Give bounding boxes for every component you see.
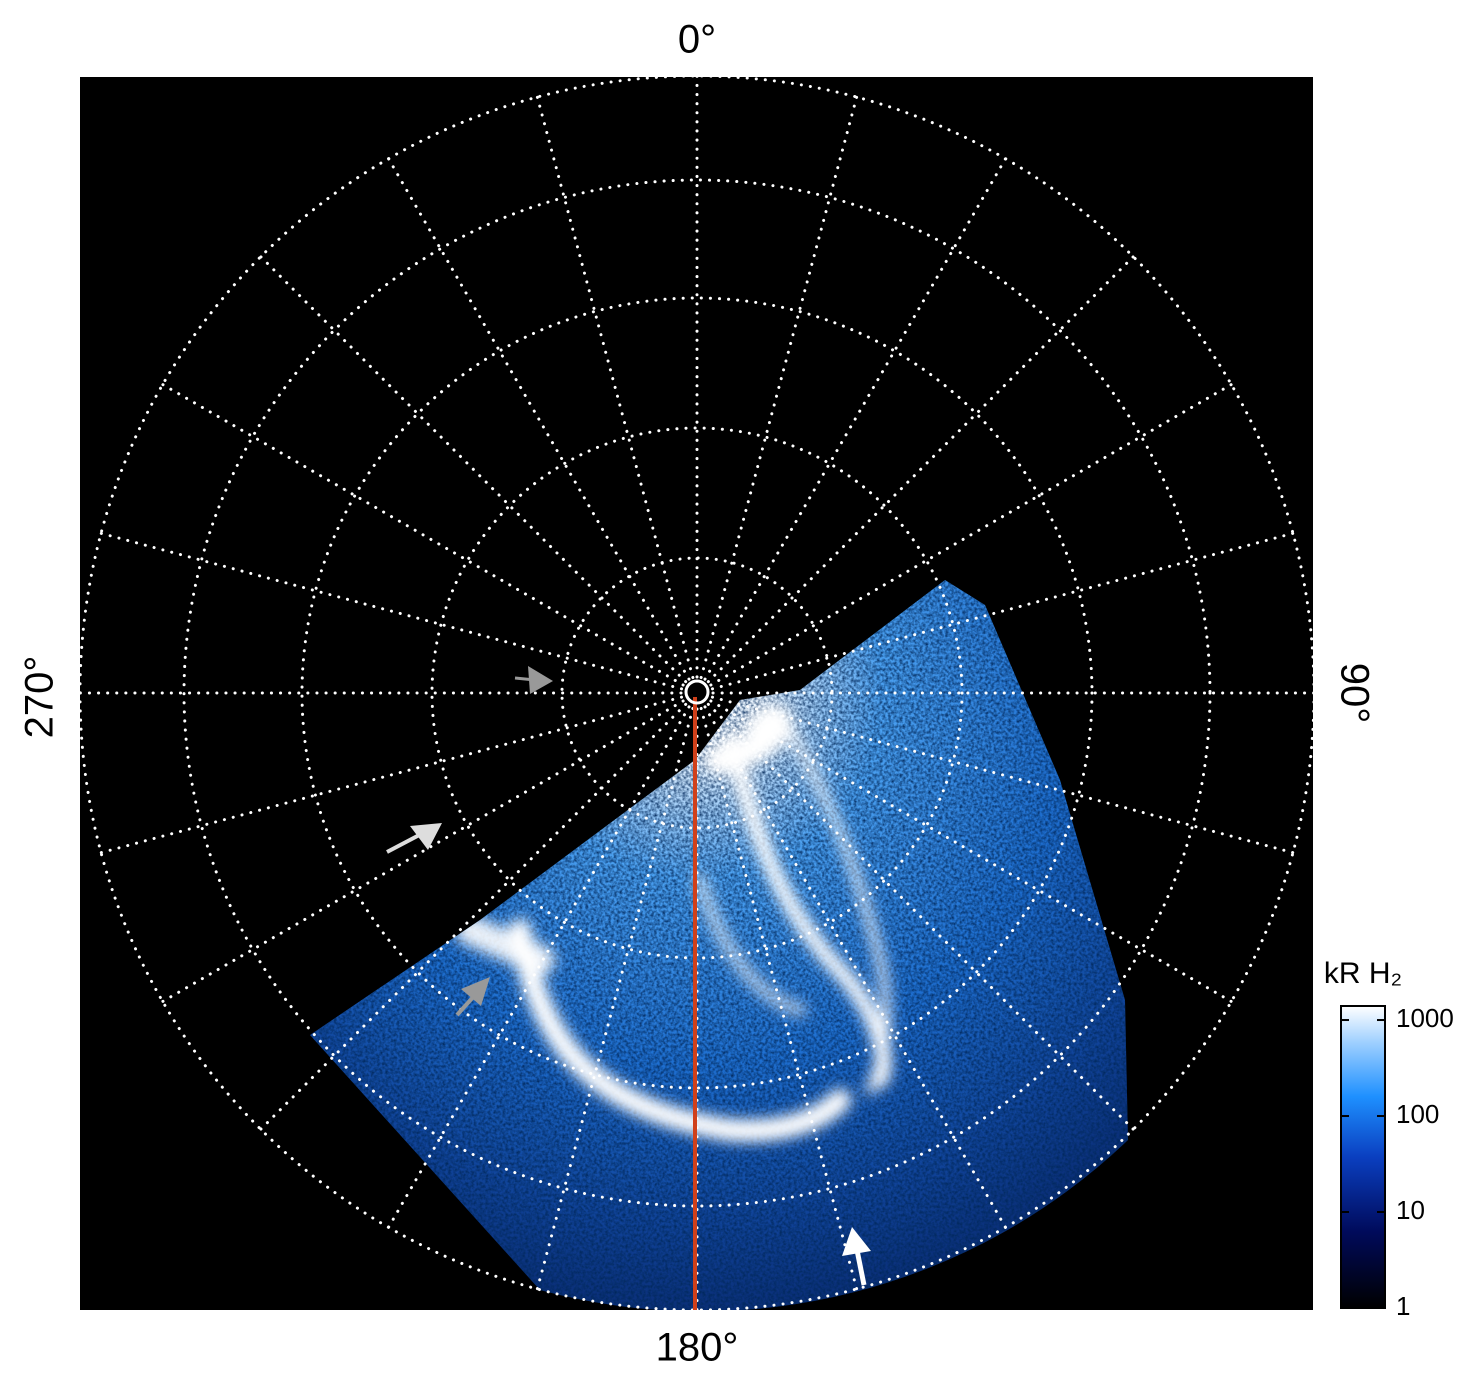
- colorbar-title: kR H₂: [1324, 957, 1402, 990]
- meridian: [259, 702, 688, 1131]
- meridian: [709, 383, 1233, 687]
- arrows: [386, 666, 871, 1286]
- angle-label: 180°: [656, 1326, 739, 1370]
- angle-label: 90°: [1332, 663, 1376, 724]
- polar-grid: [78, 74, 1316, 1312]
- meridian: [387, 705, 691, 1229]
- angle-label: 0°: [678, 18, 716, 62]
- meridian: [387, 157, 691, 681]
- meridian: [710, 531, 1295, 691]
- meridian: [703, 705, 1007, 1229]
- meridian: [535, 706, 695, 1291]
- meridian: [161, 699, 685, 1003]
- meridian: [259, 255, 688, 684]
- meridian: [99, 695, 684, 855]
- pole-marker: [684, 679, 710, 705]
- angle-label: 270°: [18, 656, 62, 739]
- meridian: [99, 531, 684, 691]
- meridian: [699, 706, 859, 1291]
- colorbar: [1340, 1005, 1386, 1309]
- meridian: [699, 95, 859, 680]
- colorbar-tick-label: 10: [1396, 1195, 1425, 1225]
- colorbar-tick-label: 100: [1396, 1099, 1439, 1129]
- colorbar-tick-label: 1: [1396, 1291, 1410, 1321]
- meridian: [709, 699, 1233, 1003]
- colorbar-tick-label: 1000: [1396, 1003, 1454, 1033]
- latitude-circle: [430, 426, 964, 960]
- meridian: [161, 383, 685, 687]
- meridian: [706, 702, 1135, 1131]
- latitude-circle: [182, 178, 1212, 1208]
- meridian: [535, 95, 695, 680]
- meridian: [703, 157, 1007, 681]
- meridian: [710, 695, 1295, 855]
- meridian: [706, 255, 1135, 684]
